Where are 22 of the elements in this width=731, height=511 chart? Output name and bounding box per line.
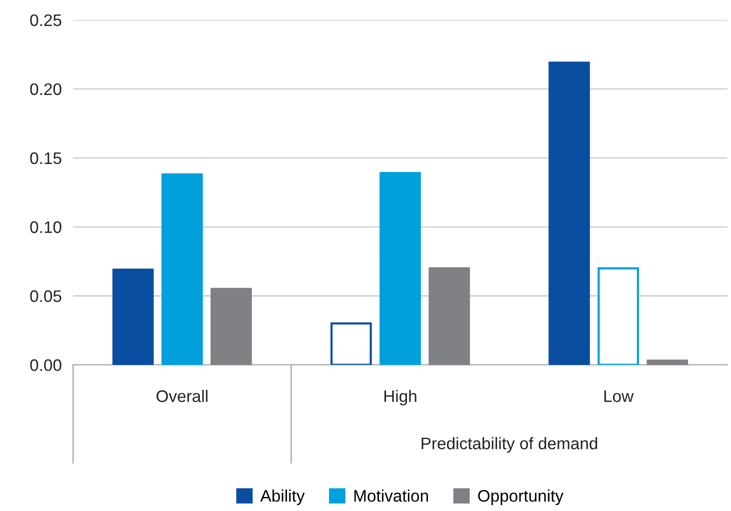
bar [380, 172, 421, 365]
bar [598, 267, 639, 365]
legend-label: Opportunity [478, 490, 564, 506]
bar [548, 62, 590, 365]
bar [428, 267, 470, 365]
x-tick-label: Low [604, 390, 634, 402]
x-axis-title: Predictability of demand [422, 437, 598, 453]
bar [646, 360, 688, 365]
y-tick-label: 0.15 [30, 152, 62, 164]
bar [161, 173, 203, 365]
y-tick-label: 0.00 [30, 359, 62, 372]
legend-label: Ability [260, 490, 305, 506]
x-tick-label: Overall [156, 390, 208, 402]
legend-label: Motivation [354, 490, 428, 502]
y-tick-label: 0.10 [30, 221, 62, 234]
bar [330, 322, 372, 365]
bar [112, 268, 154, 365]
y-tick-label: 0.05 [30, 290, 62, 302]
y-tick-label: 0.20 [30, 83, 62, 96]
y-tick-label: 0.25 [30, 14, 62, 26]
x-tick-label: High [384, 390, 416, 406]
bar [210, 288, 252, 365]
